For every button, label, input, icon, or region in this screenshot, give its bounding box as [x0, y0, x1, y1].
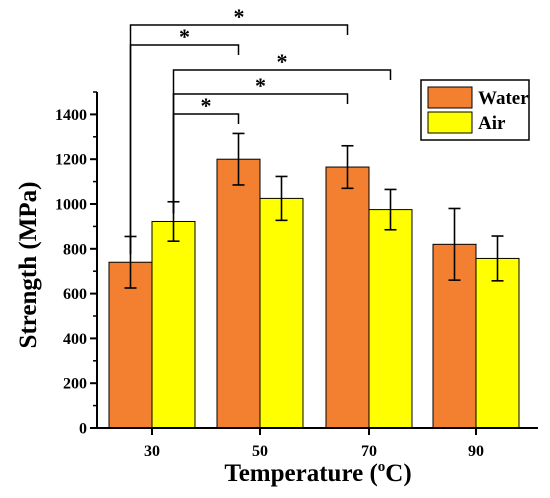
y-tick-label-1400: 1400 [55, 107, 87, 124]
bars-layer [108, 158, 520, 429]
bar-air-30 [151, 220, 196, 429]
significance-star: * [234, 4, 245, 29]
bar-water-50 [216, 158, 261, 429]
x-axis-title: Temperature (oC) [224, 459, 411, 487]
y-ticks: 0 200 400 600 800 1000 1200 1400 [55, 91, 97, 438]
y-tick-label-1200: 1200 [55, 152, 87, 169]
legend: Water Air [420, 79, 530, 141]
bar-water-30 [108, 261, 153, 429]
y-axis-title: Strength (MPa) [15, 182, 42, 349]
bar-air-50 [259, 197, 304, 429]
error-bar-air-70 [384, 188, 397, 231]
error-bar-water-70 [341, 144, 354, 190]
error-bars-layer [124, 132, 504, 289]
legend-swatch-water [427, 86, 473, 109]
legend-label-water: Water [478, 88, 529, 109]
bar-air-70 [368, 209, 413, 429]
y-tick-label-600: 600 [63, 286, 87, 303]
x-tick-label-50: 50 [252, 443, 268, 460]
significance-star: * [255, 73, 266, 98]
x-tick-label-30: 30 [144, 443, 160, 460]
error-bar-air-50 [275, 175, 288, 222]
error-bar-water-50 [232, 132, 245, 186]
significance-star: * [179, 24, 190, 49]
error-bar-water-90 [448, 207, 461, 281]
legend-swatch-air [427, 111, 473, 134]
x-tick-label-90: 90 [468, 443, 484, 460]
significance-star: * [277, 49, 288, 74]
significance-bracket-30-air-50-water: * [172, 93, 240, 214]
y-tick-label-1000: 1000 [55, 197, 87, 214]
y-tick-label-400: 400 [63, 331, 87, 348]
x-axis-title-superscript: o [378, 459, 386, 475]
axes-layer [96, 92, 538, 429]
y-tick-label-200: 200 [63, 376, 87, 393]
x-ticks: 30 50 70 90 [144, 428, 484, 460]
significance-brackets: * * * * * [129, 4, 392, 255]
significance-star: * [201, 93, 212, 118]
bar-air-90 [475, 257, 520, 429]
significance-bracket-30-water-50-water: * [129, 24, 240, 255]
bar-water-70 [325, 166, 370, 429]
y-tick-label-0: 0 [79, 421, 87, 438]
x-tick-label-70: 70 [361, 443, 377, 460]
error-bar-air-90 [491, 235, 504, 282]
legend-label-air: Air [478, 113, 506, 134]
y-tick-label-800: 800 [63, 241, 87, 258]
